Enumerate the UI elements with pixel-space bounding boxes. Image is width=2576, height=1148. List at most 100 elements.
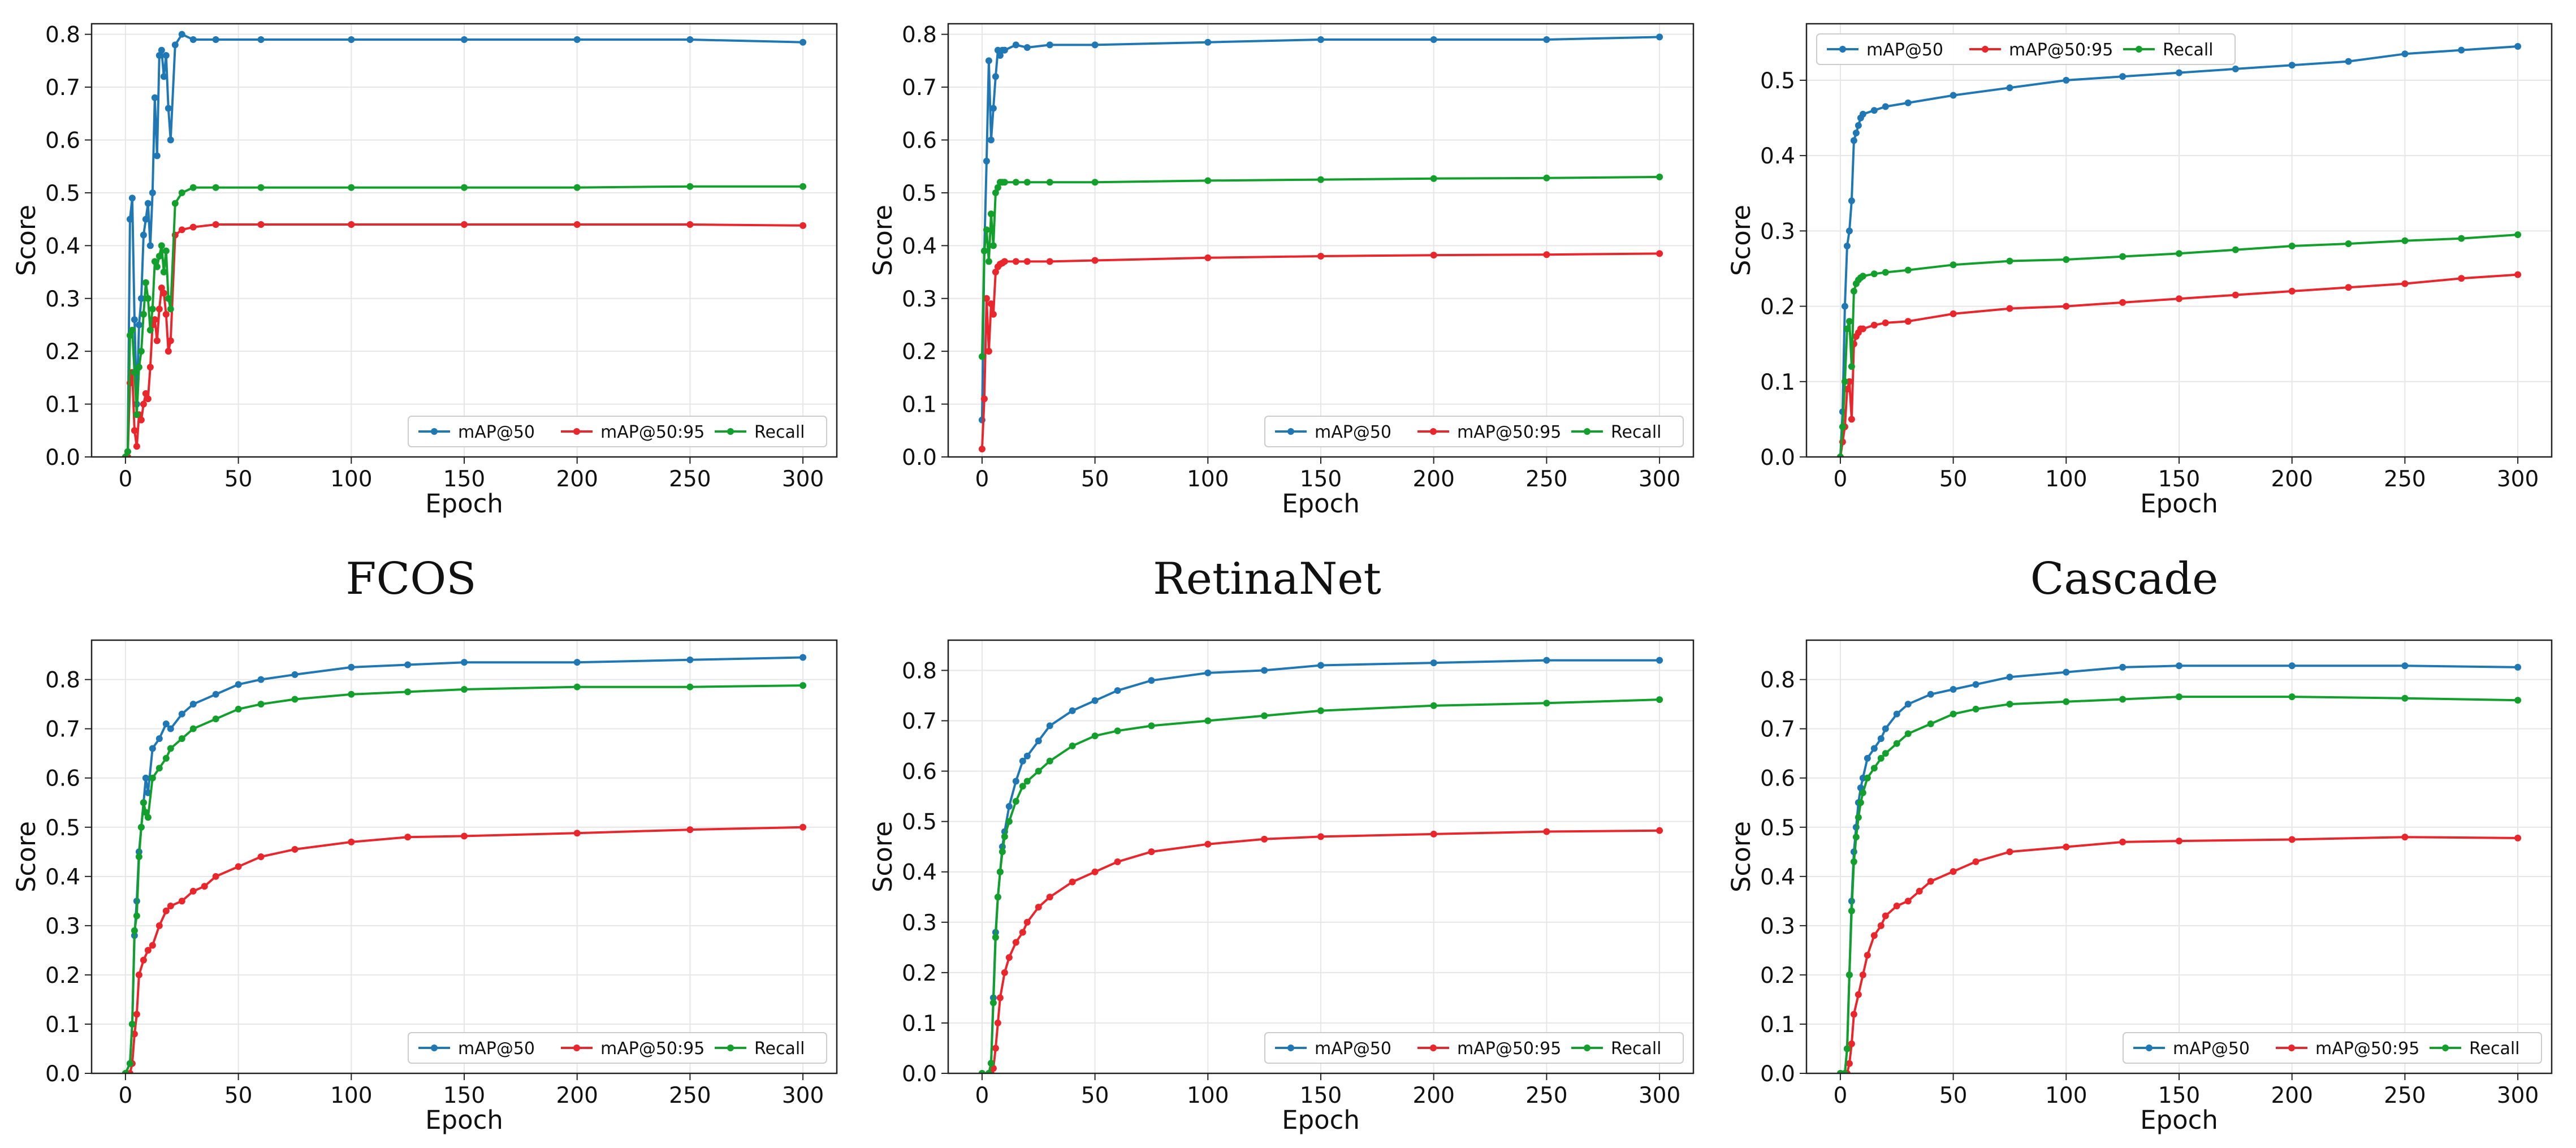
data-point-map-50-95 [461, 832, 468, 840]
data-point-recall [1430, 175, 1437, 182]
data-point-recall [1859, 273, 1866, 280]
data-point-map-50 [135, 321, 142, 329]
data-point-recall [153, 263, 161, 270]
data-point-map-50-95 [1859, 971, 1866, 978]
data-point-recall [1893, 740, 1900, 747]
legend-label-recall: Recall [754, 1039, 805, 1059]
data-point-map-50-95 [573, 830, 581, 837]
data-point-map-50-95 [1543, 828, 1550, 835]
data-point-map-50 [2176, 69, 2182, 76]
data-point-map-50 [235, 681, 242, 688]
y-tick-label: 0.2 [45, 963, 80, 989]
y-tick-label: 0.8 [902, 658, 937, 684]
data-point-map-50-95 [146, 364, 154, 371]
data-point-map-50-95 [2006, 305, 2013, 312]
data-point-recall [1012, 179, 1019, 186]
data-point-map-50-95 [2119, 299, 2127, 306]
legend-marker-map-50-95 [1430, 1045, 1437, 1051]
data-point-map-50 [404, 661, 412, 668]
legend: mAP@50 mAP@50:95 Recall [1816, 33, 2236, 65]
legend-box [1816, 33, 2236, 65]
data-point-map-50-95 [1012, 939, 1019, 946]
data-point-map-50 [1950, 92, 1957, 99]
data-point-map-50 [178, 710, 185, 718]
data-point-map-50 [2119, 73, 2127, 80]
data-point-recall [985, 258, 992, 265]
data-point-map-50-95 [1845, 1060, 1853, 1067]
data-point-recall [1841, 378, 1848, 385]
data-point-map-50 [1841, 303, 1848, 310]
data-point-map-50 [137, 295, 145, 302]
data-point-recall [171, 200, 179, 207]
data-point-recall [1877, 754, 1885, 762]
data-point-map-50 [126, 215, 133, 223]
data-point-map-50-95 [2176, 838, 2182, 845]
legend-label-map-50: mAP@50 [458, 422, 535, 442]
y-axis-label: Score [11, 205, 41, 276]
caption-cascade: Cascade [2030, 554, 2219, 605]
legend-label-map-50-95: mAP@50:95 [2315, 1039, 2419, 1059]
y-tick-label: 0.3 [902, 910, 937, 936]
data-point-recall [1019, 783, 1026, 790]
y-tick-label: 0.6 [902, 128, 937, 154]
series-recall [122, 682, 807, 1073]
data-point-recall [983, 226, 990, 234]
data-point-recall [1656, 696, 1663, 704]
y-tick-label: 0.8 [902, 23, 937, 48]
y-tick-label: 0.6 [45, 766, 80, 792]
data-point-map-50-95 [1001, 258, 1008, 265]
data-point-recall [1859, 789, 1866, 796]
data-point-recall [178, 735, 185, 743]
x-tick-label: 300 [2497, 1083, 2539, 1108]
chart-panel-top-right: 0 50 100 150 200 250 300 0.0 0.1 0.2 0.3 0.4 0.5 Epoc… [1726, 23, 2553, 519]
data-point-map-50 [1204, 38, 1212, 46]
data-point-recall [1656, 173, 1663, 180]
series-map-50-95 [1836, 834, 2522, 1073]
data-point-recall [1001, 833, 1008, 840]
caption-retinanet: RetinaNet [1153, 554, 1381, 605]
data-point-map-50 [799, 38, 807, 46]
data-point-map-50 [189, 701, 197, 708]
chart-panel-bottom-right: 0 50 100 150 200 250 300 0.0 0.1 0.2 0.3 0.4 0.5 0.6 0… [1726, 639, 2553, 1135]
data-point-map-50-95 [2514, 271, 2522, 278]
data-point-map-50 [165, 105, 172, 112]
data-point-map-50 [149, 189, 156, 196]
data-point-map-50-95 [980, 395, 988, 403]
data-point-map-50-95 [1012, 258, 1019, 265]
data-point-map-50 [257, 36, 265, 44]
data-point-map-50 [799, 654, 807, 661]
data-point-recall [257, 701, 265, 708]
y-tick-label: 0.2 [902, 961, 937, 986]
data-point-map-50 [992, 73, 999, 80]
data-point-map-50 [146, 242, 154, 249]
legend-label-recall: Recall [1611, 422, 1662, 442]
data-point-map-50-95 [151, 316, 158, 323]
legend-marker-recall [2136, 46, 2142, 53]
data-point-map-50-95 [799, 823, 807, 831]
data-point-map-50 [1852, 130, 1860, 137]
data-point-recall [1843, 325, 1851, 333]
data-point-map-50 [1023, 752, 1031, 759]
data-point-map-50-95 [2288, 836, 2296, 843]
data-point-recall [128, 1020, 136, 1028]
data-point-map-50-95 [178, 226, 185, 234]
y-tick-label: 0.1 [45, 1012, 80, 1038]
series-map-50-95 [122, 823, 807, 1073]
data-point-recall [1841, 1070, 1848, 1073]
legend-box [408, 1032, 827, 1064]
data-point-map-50-95 [140, 400, 147, 408]
data-point-recall [404, 688, 412, 696]
data-point-map-50 [1091, 697, 1099, 704]
data-point-recall [2345, 240, 2352, 247]
plot-frame [1805, 23, 2553, 458]
data-point-map-50-95 [178, 897, 185, 905]
data-point-map-50-95 [162, 907, 170, 914]
data-point-map-50 [153, 152, 161, 159]
data-point-recall [1839, 423, 1846, 430]
y-tick-label: 0.2 [902, 339, 937, 365]
x-tick-label: 0 [975, 467, 989, 492]
data-point-recall [1543, 174, 1550, 182]
data-point-recall [989, 242, 997, 249]
data-point-recall [1091, 732, 1099, 740]
data-point-map-50-95 [994, 1019, 1001, 1026]
